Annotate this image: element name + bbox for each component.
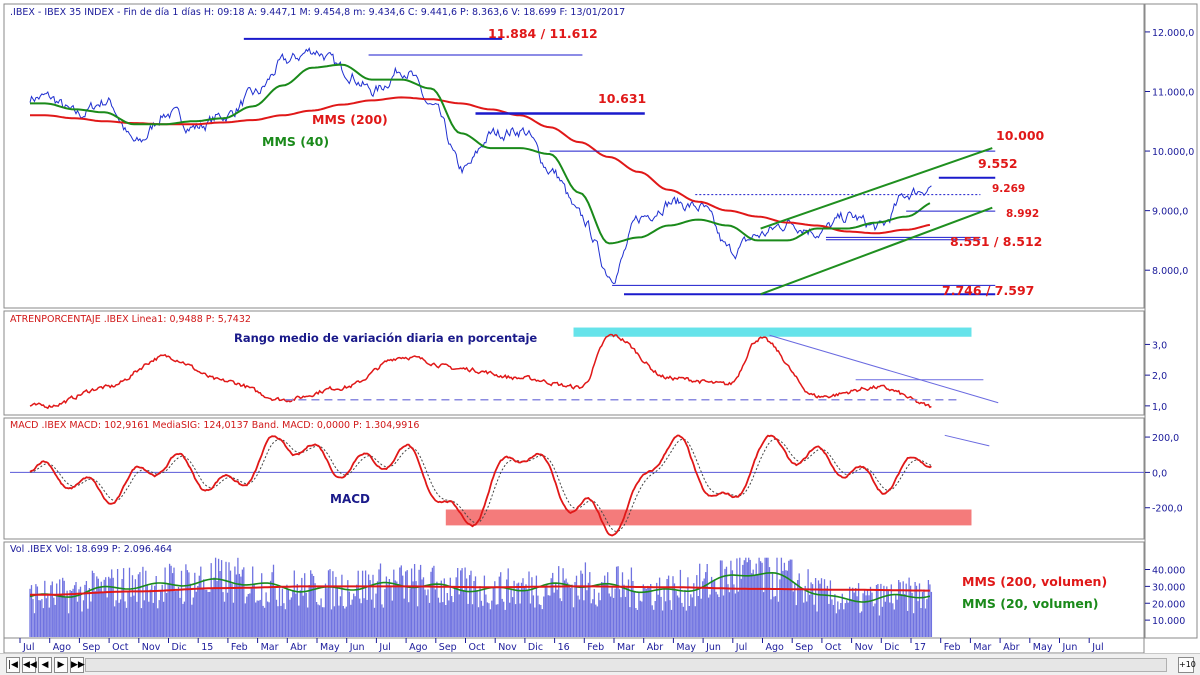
x-tick-label: May: [676, 642, 696, 653]
mms40-line: [30, 63, 931, 245]
macd-divergence-line: [944, 434, 990, 447]
step-forward-icon[interactable]: ▶: [54, 657, 68, 673]
x-tick-label: Sep: [439, 642, 457, 653]
macd-y-tick-label: 0,0: [1152, 468, 1167, 479]
atr-y-tick-label: 1,0: [1152, 402, 1167, 413]
level-label-7746: 7.746 / 7.597: [942, 283, 1034, 298]
x-tick-label: 17: [914, 642, 926, 653]
x-tick-label: Mar: [261, 642, 279, 653]
macd-signal-line: [29, 438, 932, 533]
atr-annotation: Rango medio de variación diaria en porce…: [234, 331, 537, 345]
rewind-icon[interactable]: ◀◀: [22, 657, 37, 673]
macd-annotation: MACD: [330, 492, 370, 506]
level-label-9552: 9.552: [978, 156, 1018, 171]
price-header: .IBEX - IBEX 35 INDEX - Fin de día 1 día…: [10, 7, 625, 18]
x-tick-label: Jun: [349, 642, 365, 653]
x-tick-label: Oct: [112, 642, 129, 653]
x-tick-label: Jun: [1062, 642, 1078, 653]
price-y-tick-label: 8.000,0: [1152, 266, 1188, 277]
x-tick-label: Feb: [231, 642, 248, 653]
x-tick-label: Dic: [528, 642, 543, 653]
x-tick-label: Nov: [142, 642, 161, 653]
level-label-10000: 10.000: [996, 128, 1045, 143]
volume-y-tick-label: 20.000: [1152, 599, 1185, 610]
x-tick-label: 16: [558, 642, 570, 653]
x-tick-label: Dic: [172, 642, 187, 653]
x-tick-label: Abr: [1003, 642, 1020, 653]
volume-y-tick-label: 30.000: [1152, 582, 1185, 593]
x-tick-label: Oct: [825, 642, 842, 653]
volume-mms200-line: [30, 585, 930, 596]
level-label-11884: 11.884 / 11.612: [488, 26, 598, 41]
level-label-8551: 8.551 / 8.512: [950, 234, 1042, 249]
x-tick-label: 15: [201, 642, 213, 653]
x-tick-label: Feb: [944, 642, 961, 653]
x-tick-label: Ago: [409, 642, 428, 653]
volume-panel[interactable]: [3, 541, 1145, 639]
macd-y-tick-label: -200,0: [1152, 504, 1183, 515]
x-tick-label: Sep: [795, 642, 813, 653]
x-tick-label: Nov: [855, 642, 874, 653]
x-tick-label: Nov: [498, 642, 517, 653]
price-line: [29, 46, 932, 285]
atr-line: [29, 333, 932, 410]
x-tick-label: May: [1033, 642, 1053, 653]
mms200-label: MMS (200): [312, 112, 388, 127]
first-page-icon[interactable]: |◀: [6, 657, 20, 673]
level-label-8992: 8.992: [1006, 208, 1039, 220]
atr-highlight-band: [573, 327, 972, 337]
x-tick-label: Jul: [22, 642, 34, 653]
atr-trend-line: [769, 334, 999, 404]
volume-legend-200: MMS (200, volumen): [962, 574, 1107, 589]
macd-highlight-band: [445, 509, 972, 526]
macd-line: [29, 434, 932, 537]
x-tick-label: May: [320, 642, 340, 653]
x-tick-label: Oct: [469, 642, 486, 653]
price-y-tick-label: 11.000,0: [1152, 87, 1194, 98]
step-back-icon[interactable]: ◀: [38, 657, 52, 673]
atr-y-tick-label: 3,0: [1152, 340, 1167, 351]
navigation-bar: |◀ ◀◀ ◀ ▶ ▶▶ +10: [0, 653, 1200, 675]
x-tick-label: Jul: [1091, 642, 1103, 653]
volume-header: Vol .IBEX Vol: 18.699 P: 2.096.464: [10, 544, 172, 555]
chart-canvas: .IBEX - IBEX 35 INDEX - Fin de día 1 día…: [3, 3, 1198, 654]
x-tick-label: Dic: [884, 642, 899, 653]
x-tick-label: Feb: [587, 642, 604, 653]
atr-header: ATRENPORCENTAJE .IBEX Linea1: 0,9488 P: …: [10, 314, 251, 325]
y-axis-strip: [1144, 3, 1198, 639]
volume-y-tick-label: 40.000: [1152, 566, 1185, 577]
x-tick-label: Mar: [973, 642, 991, 653]
price-panel[interactable]: [3, 3, 1145, 309]
x-tick-label: Mar: [617, 642, 635, 653]
x-tick-label: Abr: [290, 642, 307, 653]
price-y-tick-label: 9.000,0: [1152, 207, 1188, 218]
volume-mms20-line: [29, 571, 931, 603]
x-tick-label: Jul: [378, 642, 390, 653]
zoom-button[interactable]: +10: [1178, 657, 1196, 673]
horizontal-scrollbar[interactable]: [85, 658, 1167, 672]
trendline-lower: [760, 206, 993, 296]
x-tick-label: Jul: [735, 642, 747, 653]
macd-header: MACD .IBEX MACD: 102,9161 MediaSIG: 124,…: [10, 420, 419, 431]
trendline-upper: [760, 147, 993, 230]
price-y-tick-label: 12.000,0: [1152, 28, 1194, 39]
atr-y-tick-label: 2,0: [1152, 371, 1167, 382]
volume-y-tick-label: 10.000: [1152, 616, 1185, 627]
x-tick-label: Jun: [705, 642, 721, 653]
x-tick-label: Sep: [82, 642, 100, 653]
price-y-tick-label: 10.000,0: [1152, 147, 1194, 158]
volume-legend-20: MMS (20, volumen): [962, 596, 1098, 611]
mms40-label: MMS (40): [262, 134, 329, 149]
macd-y-tick-label: 200,0: [1152, 433, 1179, 444]
level-label-10631: 10.631: [598, 91, 646, 106]
x-tick-label: Ago: [766, 642, 785, 653]
x-tick-label: Ago: [53, 642, 72, 653]
x-tick-label: Abr: [647, 642, 664, 653]
level-label-9269: 9.269: [992, 183, 1025, 195]
fast-forward-icon[interactable]: ▶▶: [70, 657, 85, 673]
